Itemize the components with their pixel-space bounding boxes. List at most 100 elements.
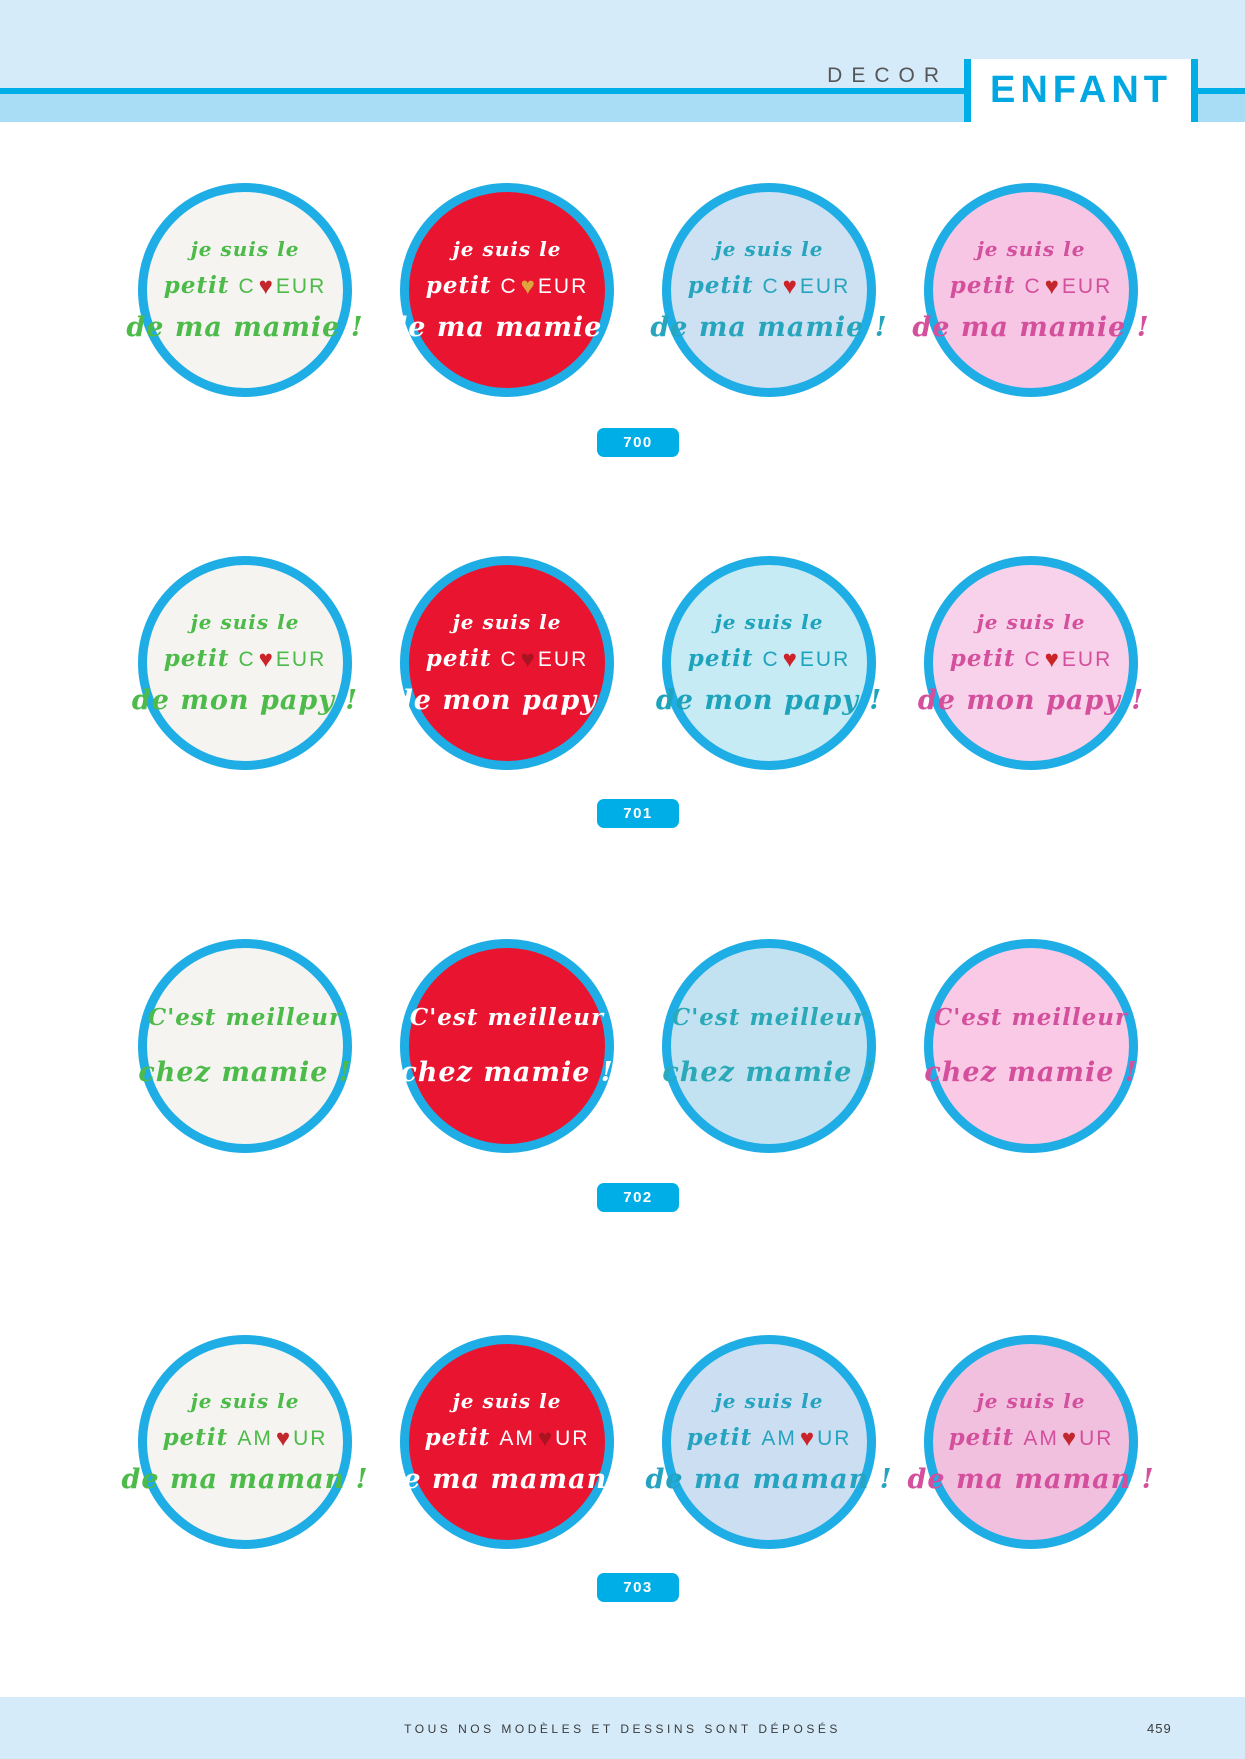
ref-badge: 702 bbox=[597, 1183, 679, 1212]
heart-icon: ♥ bbox=[1061, 1425, 1077, 1452]
header-divider-line bbox=[0, 88, 1245, 94]
heart-icon: ♥ bbox=[1044, 273, 1059, 300]
design-text-line: petit C ♥ EUR bbox=[688, 274, 850, 299]
design-circle: je suis le petit C ♥ EUR de mon papy ! bbox=[132, 556, 357, 770]
design-text-line: C'est meilleur bbox=[671, 1004, 867, 1031]
caps-letters: AM bbox=[499, 1427, 535, 1450]
footer-notice: TOUS NOS MODÈLES ET DESSINS SONT DÉPOSÉS bbox=[404, 1722, 841, 1736]
design-text-line: je suis le bbox=[452, 610, 562, 634]
script-word: petit bbox=[687, 272, 763, 299]
caps-letters: C bbox=[1024, 275, 1042, 298]
caps-letters: C bbox=[238, 648, 256, 671]
script-word: petit bbox=[687, 645, 763, 672]
script-word: petit bbox=[163, 645, 239, 672]
design-circle: je suis le petit AM ♥ UR de ma maman ! bbox=[646, 1335, 891, 1549]
footer-band bbox=[0, 1697, 1245, 1759]
design-text-line: de ma mamie ! bbox=[650, 312, 888, 343]
caps-letters: EUR bbox=[799, 648, 851, 671]
section-label: DECOR bbox=[827, 64, 948, 87]
tab-left-bar bbox=[964, 59, 971, 122]
caps-letters: UR bbox=[817, 1427, 852, 1450]
design-text-line: C'est meilleur bbox=[147, 1004, 343, 1031]
page-title: ENFANT bbox=[990, 69, 1172, 111]
design-circle: je suis le petit C ♥ EUR de ma mamie ! bbox=[650, 183, 887, 397]
design-text-line: petit C ♥ EUR bbox=[950, 647, 1112, 672]
design-text-line: de ma maman ! bbox=[645, 1464, 893, 1495]
heart-icon: ♥ bbox=[1044, 646, 1059, 673]
design-text-line: chez mamie ! bbox=[924, 1057, 1138, 1088]
caps-letters: EUR bbox=[799, 275, 851, 298]
title-tab: ENFANT bbox=[964, 59, 1198, 122]
design-text-line: je suis le bbox=[714, 1389, 824, 1413]
script-word: petit bbox=[425, 272, 501, 299]
caps-letters: AM bbox=[1023, 1427, 1059, 1450]
design-text-line: de ma mamie ! bbox=[388, 312, 626, 343]
script-word: petit bbox=[949, 272, 1025, 299]
caps-letters: C bbox=[500, 648, 518, 671]
design-text-line: je suis le bbox=[976, 610, 1086, 634]
design-text-line: petit AM ♥ UR bbox=[687, 1426, 852, 1451]
tab-box: ENFANT bbox=[971, 59, 1191, 122]
caps-letters: AM bbox=[237, 1427, 273, 1450]
design-text-line: je suis le bbox=[452, 1389, 562, 1413]
design-text-line: C'est meilleur bbox=[409, 1004, 605, 1031]
caps-letters: UR bbox=[293, 1427, 328, 1450]
design-text-line: petit C ♥ EUR bbox=[164, 647, 326, 672]
heart-icon: ♥ bbox=[782, 273, 797, 300]
heart-icon: ♥ bbox=[258, 273, 273, 300]
design-circle: je suis le petit AM ♥ UR de ma maman ! bbox=[908, 1335, 1153, 1549]
design-text-line: de ma maman ! bbox=[907, 1464, 1155, 1495]
page-number: 459 bbox=[1147, 1721, 1172, 1736]
design-text-line: petit AM ♥ UR bbox=[949, 1426, 1114, 1451]
ref-badge: 701 bbox=[597, 799, 679, 828]
design-text-line: de mon papy ! bbox=[655, 685, 883, 716]
caps-letters: EUR bbox=[1061, 648, 1113, 671]
ref-badge: 700 bbox=[597, 428, 679, 457]
design-circle: je suis le petit C ♥ EUR de ma mamie ! bbox=[912, 183, 1149, 397]
script-word: petit bbox=[424, 1424, 500, 1451]
design-text-line: de mon papy ! bbox=[917, 685, 1145, 716]
caps-letters: EUR bbox=[1061, 275, 1113, 298]
design-text-line: de mon papy ! bbox=[131, 685, 359, 716]
script-word: petit bbox=[162, 1424, 238, 1451]
design-circle: C'est meilleur chez mamie ! bbox=[662, 939, 876, 1153]
tab-right-bar bbox=[1191, 59, 1198, 122]
design-text-line: petit C ♥ EUR bbox=[950, 274, 1112, 299]
design-circle: C'est meilleur chez mamie ! bbox=[138, 939, 352, 1153]
caps-letters: C bbox=[762, 275, 780, 298]
caps-letters: C bbox=[500, 275, 518, 298]
design-text-line: petit C ♥ EUR bbox=[688, 647, 850, 672]
design-text-line: je suis le bbox=[190, 237, 300, 261]
design-text-line: je suis le bbox=[976, 237, 1086, 261]
heart-icon: ♥ bbox=[258, 646, 273, 673]
design-text-line: de mon papy ! bbox=[393, 685, 621, 716]
script-word: petit bbox=[425, 645, 501, 672]
caps-letters: C bbox=[1024, 648, 1042, 671]
caps-letters: EUR bbox=[537, 648, 589, 671]
design-text-line: petit AM ♥ UR bbox=[425, 1426, 590, 1451]
design-text-line: petit AM ♥ UR bbox=[163, 1426, 328, 1451]
caps-letters: C bbox=[762, 648, 780, 671]
design-text-line: C'est meilleur bbox=[933, 1004, 1129, 1031]
design-text-line: de ma mamie ! bbox=[126, 312, 364, 343]
design-circle: C'est meilleur chez mamie ! bbox=[924, 939, 1138, 1153]
heart-icon: ♥ bbox=[275, 1425, 291, 1452]
design-circle: je suis le petit C ♥ EUR de ma mamie ! bbox=[126, 183, 363, 397]
design-circle: je suis le petit C ♥ EUR de ma mamie ! bbox=[388, 183, 625, 397]
design-text-line: de ma maman ! bbox=[383, 1464, 631, 1495]
design-text-line: je suis le bbox=[190, 1389, 300, 1413]
script-word: petit bbox=[163, 272, 239, 299]
caps-letters: UR bbox=[555, 1427, 590, 1450]
caps-letters: EUR bbox=[275, 275, 327, 298]
caps-letters: AM bbox=[761, 1427, 797, 1450]
heart-icon: ♥ bbox=[520, 646, 535, 673]
design-text-line: je suis le bbox=[714, 610, 824, 634]
design-text-line: je suis le bbox=[976, 1389, 1086, 1413]
heart-icon: ♥ bbox=[799, 1425, 815, 1452]
caps-letters: EUR bbox=[537, 275, 589, 298]
design-text-line: je suis le bbox=[452, 237, 562, 261]
design-text-line: chez mamie ! bbox=[400, 1057, 614, 1088]
heart-icon: ♥ bbox=[537, 1425, 553, 1452]
caps-letters: UR bbox=[1079, 1427, 1114, 1450]
